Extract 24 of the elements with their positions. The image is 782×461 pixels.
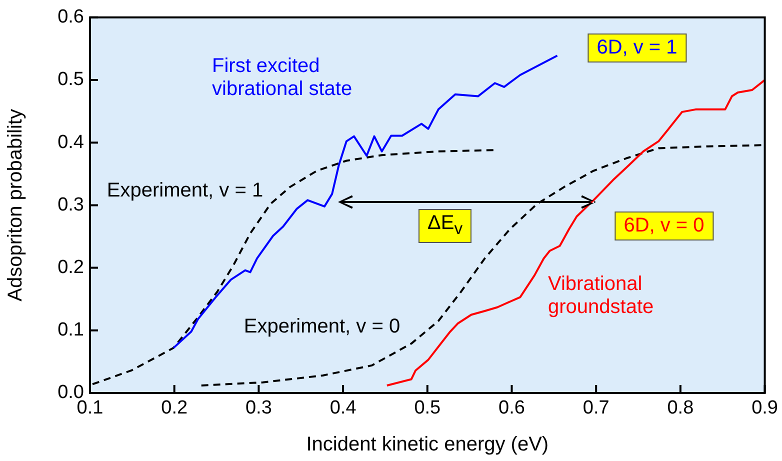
y-tick-label: 0.4 [58, 132, 84, 153]
annotation: 6D, v = 0 [614, 212, 714, 240]
x-tick-label: 0.3 [245, 398, 272, 419]
x-tick-label: 0.2 [161, 398, 188, 419]
x-tick-label: 0.9 [752, 398, 778, 419]
annotation: ΔE$_{v}$ [418, 209, 472, 243]
x-tick-label: 0.6 [498, 398, 525, 419]
x-axis-title: Incident kinetic energy (eV) [306, 434, 549, 456]
annotation: First excited vibrational state [212, 55, 354, 101]
annotation: 6D, v = 1 [588, 34, 686, 62]
y-axis-title: Adsopriton probability [4, 109, 27, 302]
y-tick-label: 0.3 [58, 194, 84, 216]
annotation: Vibrational groundstate [548, 273, 655, 319]
x-tick-label: 0.5 [414, 398, 441, 419]
x-tick-label: 0.7 [582, 398, 610, 419]
y-tick-label: 0.2 [58, 257, 84, 278]
x-tick-label: 0.4 [330, 398, 357, 419]
y-tick-label: 0.6 [58, 6, 84, 28]
y-tick-label: 0.5 [58, 69, 84, 90]
y-tick-label: 0.1 [58, 320, 84, 341]
x-tick-label: 0.8 [667, 398, 694, 419]
annotation: Experiment, v = 0 [244, 316, 400, 338]
line-series [92, 149, 496, 386]
annotation: Experiment, v = 1 [106, 180, 264, 202]
